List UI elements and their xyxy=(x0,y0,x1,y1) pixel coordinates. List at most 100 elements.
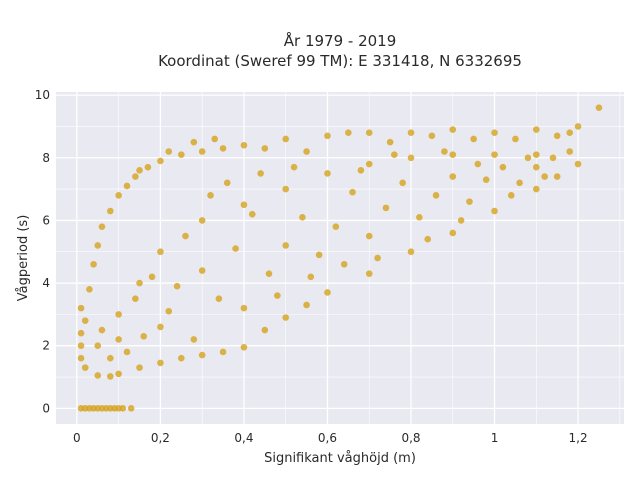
data-point xyxy=(282,314,290,321)
data-point xyxy=(90,260,97,268)
data-point xyxy=(219,145,227,152)
data-point xyxy=(365,232,373,240)
data-point xyxy=(532,185,540,193)
y-tick-label: 2 xyxy=(42,339,50,353)
data-point xyxy=(532,126,540,133)
data-point xyxy=(215,295,223,303)
data-point xyxy=(595,104,603,111)
data-point xyxy=(106,354,114,362)
data-point xyxy=(574,123,582,130)
x-tick-label: 0,2 xyxy=(151,431,170,445)
data-point xyxy=(106,373,114,380)
data-point xyxy=(482,176,490,183)
data-point xyxy=(457,217,465,224)
y-tick-labels: 0 2 4 6 8 10 xyxy=(35,88,50,415)
data-point xyxy=(466,198,473,205)
data-point xyxy=(324,289,331,296)
data-point xyxy=(449,151,457,158)
data-point xyxy=(499,163,507,171)
data-point xyxy=(136,364,143,371)
data-point xyxy=(365,160,373,168)
data-point xyxy=(566,148,574,155)
data-point xyxy=(349,188,356,196)
data-point xyxy=(115,336,122,343)
data-point xyxy=(449,126,457,133)
data-point xyxy=(157,359,164,367)
data-point xyxy=(261,326,269,334)
data-point xyxy=(123,348,131,356)
data-point xyxy=(223,179,231,187)
data-point xyxy=(507,192,515,199)
data-point xyxy=(207,192,214,199)
data-point xyxy=(132,295,139,303)
data-point xyxy=(524,154,532,162)
data-point xyxy=(177,354,185,362)
data-point xyxy=(177,151,185,158)
data-point xyxy=(257,170,264,177)
plot-area xyxy=(56,92,624,424)
data-point xyxy=(240,141,248,149)
data-point xyxy=(265,270,273,277)
data-point xyxy=(190,138,198,146)
data-point xyxy=(248,210,256,218)
data-point xyxy=(123,182,131,190)
data-point xyxy=(428,132,436,140)
data-point xyxy=(94,242,102,249)
data-point xyxy=(491,151,498,158)
data-point xyxy=(424,235,432,243)
data-point xyxy=(157,157,164,165)
x-tick-label: 1 xyxy=(491,431,499,445)
data-point xyxy=(94,342,102,349)
data-point xyxy=(549,154,557,162)
data-point xyxy=(416,213,423,221)
data-point xyxy=(491,207,498,215)
data-point xyxy=(148,273,156,281)
y-tick-label: 4 xyxy=(42,276,50,290)
data-point xyxy=(407,129,415,137)
y-tick-label: 6 xyxy=(42,213,50,227)
x-axis-label: Signifikant våghöjd (m) xyxy=(264,451,416,466)
data-point xyxy=(157,323,164,331)
data-point xyxy=(474,160,482,168)
data-point xyxy=(407,248,415,256)
data-point xyxy=(449,229,457,237)
data-point xyxy=(340,260,348,268)
data-point xyxy=(240,201,248,209)
data-point xyxy=(386,138,394,146)
data-point xyxy=(553,173,561,180)
data-point xyxy=(144,163,152,171)
data-point xyxy=(566,129,574,137)
x-tick-label: 1,2 xyxy=(569,431,588,445)
data-point xyxy=(106,207,114,215)
data-point xyxy=(115,370,122,378)
data-point xyxy=(136,279,143,287)
data-point xyxy=(553,132,561,140)
chart-title-line1: År 1979 - 2019 xyxy=(284,31,397,50)
data-point xyxy=(512,135,519,143)
data-point xyxy=(382,204,390,212)
data-point xyxy=(77,342,85,349)
x-tick-label: 0 xyxy=(73,431,81,445)
data-point xyxy=(173,282,181,290)
data-point xyxy=(198,351,206,359)
data-point xyxy=(132,173,139,180)
data-point xyxy=(470,135,477,143)
data-point xyxy=(541,173,548,180)
data-point xyxy=(274,292,281,299)
y-axis-label: Vågperiod (s) xyxy=(16,215,31,302)
data-point xyxy=(198,148,206,155)
data-point xyxy=(357,167,365,174)
data-point xyxy=(157,248,164,256)
data-point xyxy=(190,336,198,343)
data-point xyxy=(240,304,248,312)
x-tick-label: 0,6 xyxy=(318,431,337,445)
data-point xyxy=(307,273,315,281)
y-tick-label: 8 xyxy=(42,151,50,165)
data-point xyxy=(219,348,227,356)
data-point xyxy=(165,148,173,155)
data-point xyxy=(345,129,352,137)
data-point xyxy=(290,163,298,171)
data-point xyxy=(232,245,239,252)
y-tick-label: 10 xyxy=(35,88,50,102)
